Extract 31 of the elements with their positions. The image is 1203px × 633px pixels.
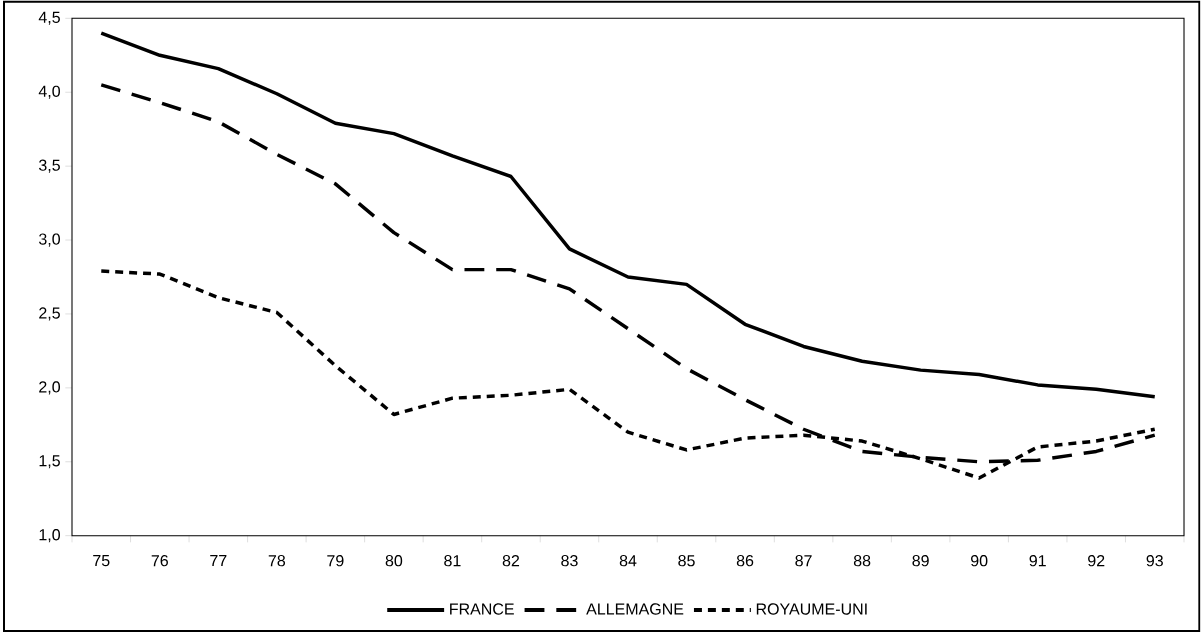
x-tick-label: 83 — [561, 555, 578, 567]
x-tick-label: 90 — [971, 555, 988, 567]
x-tick-label: 87 — [795, 555, 812, 567]
x-tick-label: 93 — [1146, 555, 1163, 567]
y-tick-label: 2,0 — [39, 381, 61, 395]
legend-label: ALLEMAGNE — [586, 603, 684, 615]
x-tick-label: 75 — [93, 555, 110, 567]
y-tick-label: 2,5 — [39, 307, 60, 321]
legend-label: FRANCE — [450, 603, 514, 615]
x-tick-label: 92 — [1088, 555, 1105, 567]
x-tick-label: 89 — [912, 555, 929, 567]
y-tick-label: 4,0 — [38, 85, 61, 99]
legend-label: ROYAUME-UNI — [756, 603, 867, 615]
x-tick-label: 88 — [853, 555, 871, 567]
x-tick-label: 77 — [210, 555, 227, 567]
line-series — [99, 31, 1157, 399]
y-tick-label: 1,0 — [39, 529, 61, 543]
x-tick-label: 78 — [268, 555, 286, 567]
y-tick-label: 4,5 — [38, 11, 60, 25]
x-tick-label: 84 — [619, 555, 637, 567]
y-tick-label: 3,5 — [38, 159, 60, 173]
x-tick-label: 91 — [1029, 555, 1046, 567]
x-tick-label: 85 — [678, 555, 695, 567]
x-tick-label: 76 — [151, 555, 168, 567]
x-tick-label: 80 — [385, 555, 403, 567]
y-tick-label: 3,0 — [38, 233, 61, 247]
x-tick-label: 82 — [502, 555, 520, 567]
x-tick-label: 79 — [327, 555, 344, 567]
y-tick-label: 1,5 — [39, 455, 60, 469]
x-tick-label: 86 — [736, 555, 754, 567]
x-tick-label: 81 — [444, 555, 461, 567]
